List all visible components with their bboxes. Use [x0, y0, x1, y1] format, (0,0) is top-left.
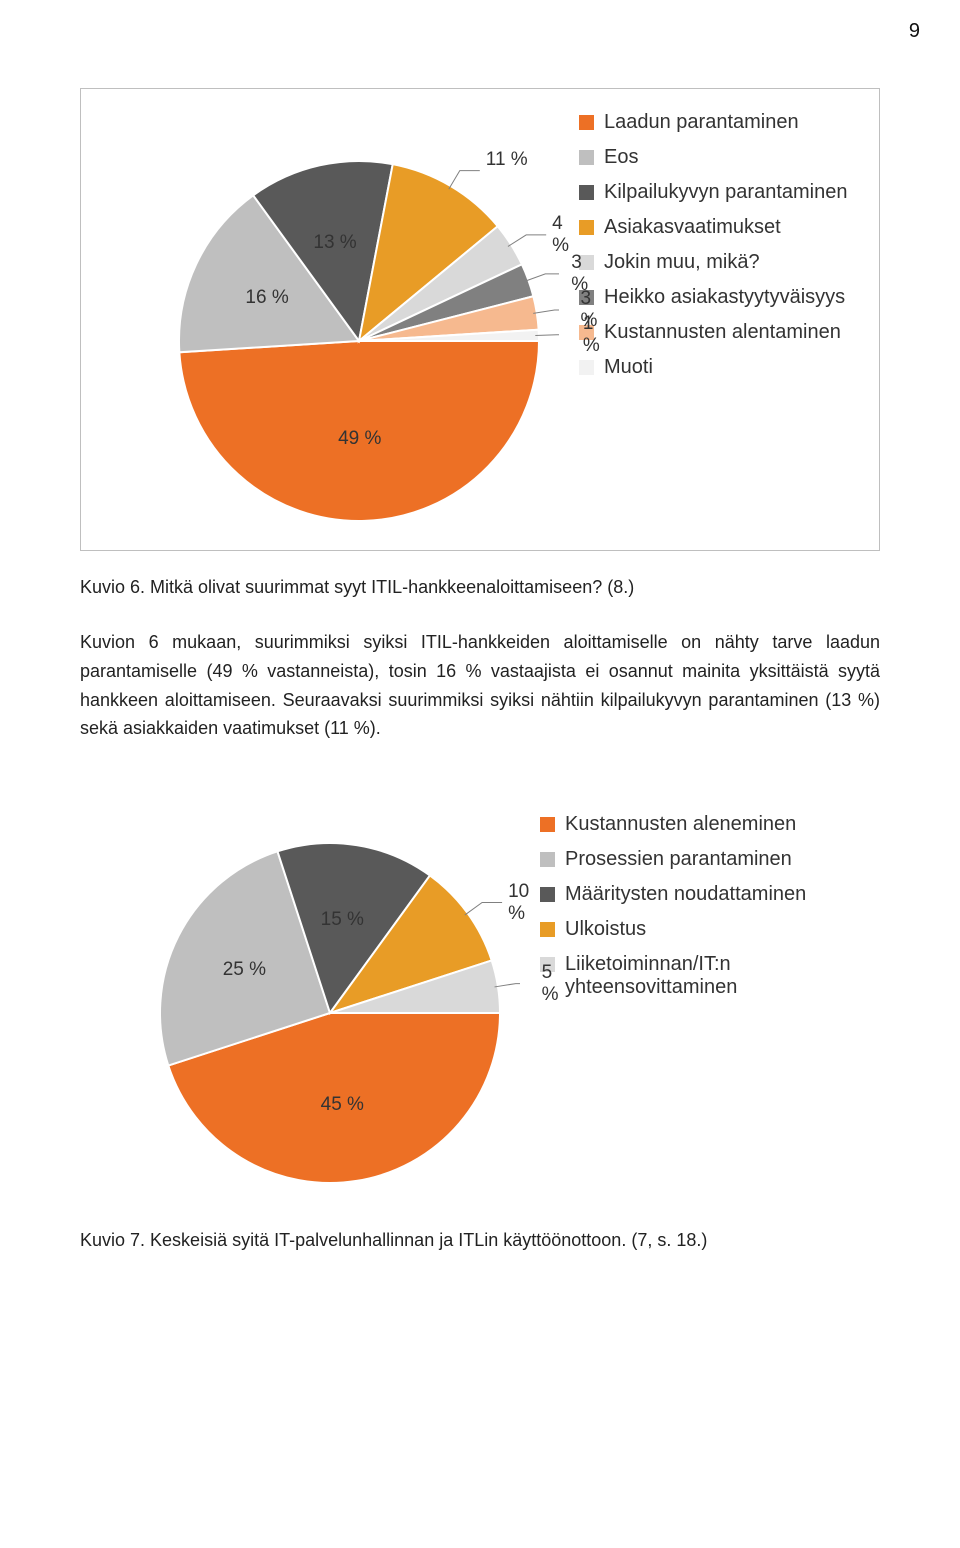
- legend-item: Heikko asiakastyytyväisyys: [579, 286, 861, 309]
- chart1-pie-wrap: 49 %16 %13 %11 %4 %3 %3 %1 %: [99, 101, 559, 538]
- legend-item: Kilpailukyvyn parantaminen: [579, 181, 861, 204]
- legend-label: Asiakasvaatimukset: [604, 216, 781, 239]
- legend-swatch: [579, 185, 594, 200]
- legend-swatch: [540, 852, 555, 867]
- body-paragraph: Kuvion 6 mukaan, suurimmiksi syiksi ITIL…: [80, 628, 880, 743]
- chart1-row: 49 %16 %13 %11 %4 %3 %3 %1 % Laadun para…: [99, 101, 861, 538]
- legend-label: Prosessien parantaminen: [565, 848, 792, 871]
- legend-swatch: [579, 115, 594, 130]
- legend-item: Kustannusten alentaminen: [579, 321, 861, 344]
- chart1-legend: Laadun parantaminen Eos Kilpailukyvyn para…: [559, 101, 861, 391]
- legend-item: Määritysten noudattaminen: [540, 883, 880, 906]
- legend-swatch: [579, 360, 594, 375]
- slice-callout: 11 %: [486, 149, 528, 171]
- chart2-legend: Kustannusten aleneminen Prosessien parant…: [520, 803, 880, 1011]
- legend-swatch: [540, 887, 555, 902]
- legend-swatch: [579, 150, 594, 165]
- slice-callout: 15 %: [321, 909, 364, 931]
- legend-label: Laadun parantaminen: [604, 111, 799, 134]
- page-number: 9: [909, 20, 920, 43]
- chart1-container: 49 %16 %13 %11 %4 %3 %3 %1 % Laadun para…: [80, 88, 880, 551]
- slice-callout: 13 %: [313, 232, 356, 254]
- chart2-pie-wrap: 45 %25 %15 %10 %5 %: [80, 803, 520, 1200]
- legend-item: Eos: [579, 146, 861, 169]
- legend-label: Liiketoiminnan/IT:n yhteensovittaminen: [565, 953, 880, 999]
- legend-item: Kustannusten aleneminen: [540, 813, 880, 836]
- slice-callout: 16 %: [245, 287, 288, 309]
- slice-callout: 5 %: [542, 962, 559, 1006]
- chart2-caption: Kuvio 7. Keskeisiä syitä IT-palvelunhall…: [80, 1230, 880, 1251]
- legend-item: Muoti: [579, 356, 861, 379]
- chart2-container: 45 % 25 % 15 % 10 % 5 % Kustannusten alenemi…: [80, 803, 880, 1200]
- legend-swatch: [579, 220, 594, 235]
- legend-label: Kustannusten alentaminen: [604, 321, 841, 344]
- page: 9 49 %16 %13 %11 %4 %3 %3 %1 % Laadun pa…: [0, 0, 960, 1331]
- legend-swatch: [540, 922, 555, 937]
- legend-item: Ulkoistus: [540, 918, 880, 941]
- slice-callout: 10 %: [508, 881, 529, 925]
- legend-label: Eos: [604, 146, 638, 169]
- legend-label: Kilpailukyvyn parantaminen: [604, 181, 847, 204]
- legend-item: Prosessien parantaminen: [540, 848, 880, 871]
- legend-label: Heikko asiakastyytyväisyys: [604, 286, 845, 309]
- legend-item: Laadun parantaminen: [579, 111, 861, 134]
- slice-callout: 1 %: [583, 313, 600, 357]
- legend-label: Jokin muu, mikä?: [604, 251, 760, 274]
- legend-item: Asiakasvaatimukset: [579, 216, 861, 239]
- legend-label: Määritysten noudattaminen: [565, 883, 806, 906]
- slice-callout: 4 %: [552, 213, 569, 257]
- legend-label: Kustannusten aleneminen: [565, 813, 796, 836]
- slice-callout: 45 %: [321, 1094, 364, 1116]
- slice-callout: 25 %: [223, 959, 266, 981]
- chart1-caption: Kuvio 6. Mitkä olivat suurimmat syyt ITI…: [80, 577, 880, 598]
- slice-callout: 49 %: [338, 428, 381, 450]
- legend-label: Ulkoistus: [565, 918, 646, 941]
- legend-item: Jokin muu, mikä?: [579, 251, 861, 274]
- legend-item: Liiketoiminnan/IT:n yhteensovittaminen: [540, 953, 880, 999]
- legend-label: Muoti: [604, 356, 653, 379]
- chart2-row: 45 % 25 % 15 % 10 % 5 % Kustannusten alenemi…: [80, 803, 880, 1200]
- legend-swatch: [540, 817, 555, 832]
- pie-chart: [80, 803, 520, 1195]
